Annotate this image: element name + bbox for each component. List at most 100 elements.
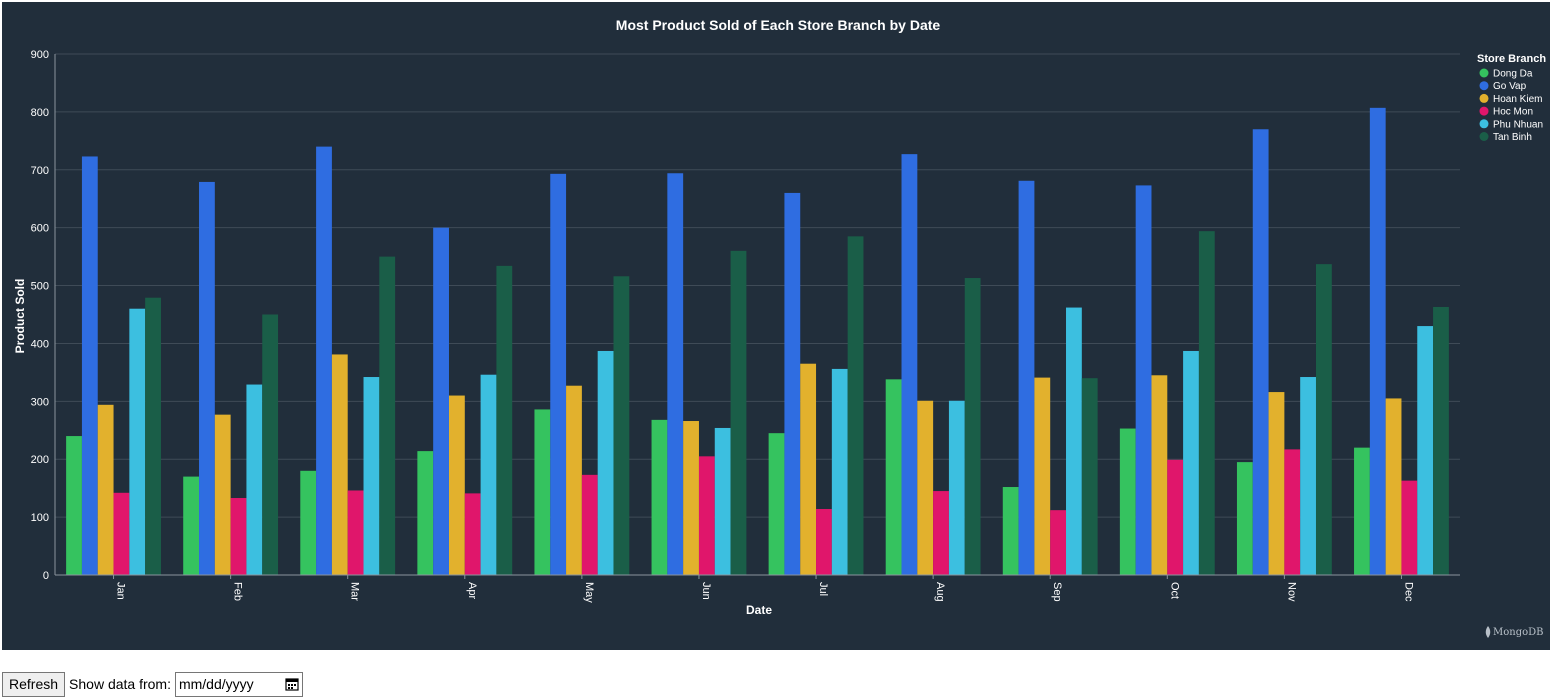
bar-go-vap-apr[interactable] — [433, 227, 449, 575]
bar-phu-nhuan-mar[interactable] — [363, 377, 380, 575]
bar-tan-binh-mar[interactable] — [379, 256, 396, 575]
bar-hoan-kiem-jan[interactable] — [97, 404, 114, 575]
legend-item-label[interactable]: Hoan Kiem — [1493, 94, 1542, 105]
calendar-icon[interactable] — [285, 677, 299, 691]
date-input[interactable] — [175, 672, 287, 696]
legend-swatch — [1479, 93, 1489, 103]
bar-dong-da-may[interactable] — [534, 409, 551, 575]
bar-hoc-mon-nov[interactable] — [1284, 449, 1301, 575]
bar-hoc-mon-jan[interactable] — [113, 492, 130, 575]
y-tick-label: 600 — [31, 223, 49, 235]
bar-tan-binh-nov[interactable] — [1315, 264, 1332, 575]
legend-swatch — [1479, 106, 1489, 116]
bar-dong-da-dec[interactable] — [1354, 447, 1370, 575]
bar-tan-binh-apr[interactable] — [496, 265, 513, 575]
bar-phu-nhuan-oct[interactable] — [1183, 350, 1199, 575]
tick-labels: 0 100 200 300 400 500 600 700 800 900 Jan Feb Mar Apr… — [31, 49, 1415, 603]
bar-hoan-kiem-sep[interactable] — [1034, 377, 1051, 575]
bar-go-vap-mar[interactable] — [316, 146, 332, 575]
bar-phu-nhuan-jun[interactable] — [714, 427, 731, 575]
bar-hoan-kiem-mar[interactable] — [331, 354, 348, 575]
bars — [66, 107, 1449, 576]
bar-tan-binh-may[interactable] — [613, 276, 630, 575]
bar-hoc-mon-apr[interactable] — [464, 493, 481, 575]
bar-dong-da-sep[interactable] — [1002, 487, 1019, 575]
bar-go-vap-nov[interactable] — [1252, 129, 1269, 575]
legend-item-label[interactable]: Tan Binh — [1493, 132, 1532, 143]
bar-go-vap-jul[interactable] — [784, 192, 801, 575]
legend-swatch — [1479, 132, 1489, 141]
legend-item-label[interactable]: Go Vap — [1493, 81, 1527, 92]
bar-tan-binh-jan[interactable] — [145, 297, 161, 575]
bar-go-vap-jan[interactable] — [81, 156, 98, 576]
bar-phu-nhuan-may[interactable] — [597, 350, 614, 575]
y-tick-label: 0 — [43, 570, 49, 582]
bar-tan-binh-aug[interactable] — [964, 278, 981, 575]
bar-dong-da-feb[interactable] — [183, 476, 200, 575]
bar-hoc-mon-aug[interactable] — [933, 491, 949, 575]
bar-phu-nhuan-jul[interactable] — [831, 368, 848, 575]
bar-hoc-mon-mar[interactable] — [347, 490, 364, 575]
bar-hoc-mon-feb[interactable] — [230, 498, 247, 575]
bar-go-vap-jun[interactable] — [667, 173, 684, 576]
bar-dong-da-mar[interactable] — [300, 470, 317, 575]
legend-item-label[interactable]: Dong Da — [1493, 69, 1533, 80]
bar-phu-nhuan-nov[interactable] — [1300, 377, 1316, 575]
bar-dong-da-jul[interactable] — [768, 433, 785, 575]
bar-dong-da-oct[interactable] — [1119, 428, 1136, 575]
legend-swatch — [1479, 68, 1489, 78]
date-field[interactable] — [174, 671, 303, 697]
bar-phu-nhuan-dec[interactable] — [1417, 326, 1434, 575]
bar-dong-da-nov[interactable] — [1236, 462, 1253, 575]
bar-go-vap-oct[interactable] — [1135, 185, 1152, 575]
bar-tan-binh-feb[interactable] — [262, 314, 279, 576]
bar-tan-binh-sep[interactable] — [1081, 378, 1098, 575]
x-tick-label: Oct — [1168, 582, 1180, 599]
bar-hoan-kiem-jul[interactable] — [800, 363, 817, 575]
bar-hoan-kiem-may[interactable] — [566, 385, 582, 575]
bar-hoan-kiem-nov[interactable] — [1268, 392, 1285, 575]
bar-hoc-mon-oct[interactable] — [1167, 459, 1184, 575]
bar-dong-da-jan[interactable] — [66, 436, 82, 575]
bar-hoan-kiem-oct[interactable] — [1151, 375, 1168, 575]
bar-go-vap-sep[interactable] — [1018, 180, 1035, 575]
x-tick-label: Sep — [1051, 582, 1063, 602]
bar-dong-da-apr[interactable] — [417, 451, 434, 575]
bar-dong-da-aug[interactable] — [885, 379, 902, 575]
legend-title: Store Branch — [1477, 53, 1546, 65]
y-tick-label: 400 — [31, 338, 49, 350]
bar-hoc-mon-sep[interactable] — [1050, 510, 1067, 575]
bar-phu-nhuan-jan[interactable] — [129, 308, 146, 575]
bar-dong-da-jun[interactable] — [651, 419, 668, 575]
grid-lines — [55, 53, 1460, 576]
bar-tan-binh-jun[interactable] — [730, 250, 747, 576]
bar-tan-binh-dec[interactable] — [1433, 306, 1449, 575]
axes — [54, 54, 1460, 579]
bar-hoan-kiem-jun[interactable] — [683, 421, 699, 575]
bar-hoan-kiem-dec[interactable] — [1385, 398, 1402, 575]
bar-phu-nhuan-feb[interactable] — [246, 384, 263, 575]
y-tick-label: 200 — [31, 454, 49, 466]
legend-item-label[interactable]: Phu Nhuan — [1493, 119, 1543, 130]
bar-hoc-mon-jun[interactable] — [698, 456, 715, 575]
bar-hoan-kiem-apr[interactable] — [448, 395, 465, 575]
bar-tan-binh-jul[interactable] — [847, 236, 864, 575]
bar-go-vap-dec[interactable] — [1369, 107, 1386, 575]
bar-hoc-mon-may[interactable] — [581, 474, 598, 575]
bar-go-vap-aug[interactable] — [901, 154, 918, 576]
chart-panel: Most Product Sold of Each Store Branch b… — [2, 2, 1550, 650]
legend-item-label[interactable]: Hoc Mon — [1493, 107, 1533, 118]
bar-phu-nhuan-sep[interactable] — [1066, 307, 1082, 575]
refresh-button[interactable]: Refresh — [2, 671, 66, 697]
x-tick-label: Aug — [934, 582, 946, 602]
bar-go-vap-may[interactable] — [550, 173, 567, 575]
bar-hoc-mon-jul[interactable] — [816, 509, 832, 575]
bar-hoan-kiem-feb[interactable] — [214, 414, 231, 575]
bar-tan-binh-oct[interactable] — [1198, 231, 1215, 575]
bar-hoan-kiem-aug[interactable] — [917, 400, 934, 575]
bar-hoc-mon-dec[interactable] — [1401, 480, 1418, 575]
bar-phu-nhuan-aug[interactable] — [948, 400, 965, 575]
bar-go-vap-feb[interactable] — [199, 181, 215, 575]
bar-phu-nhuan-apr[interactable] — [480, 374, 497, 575]
